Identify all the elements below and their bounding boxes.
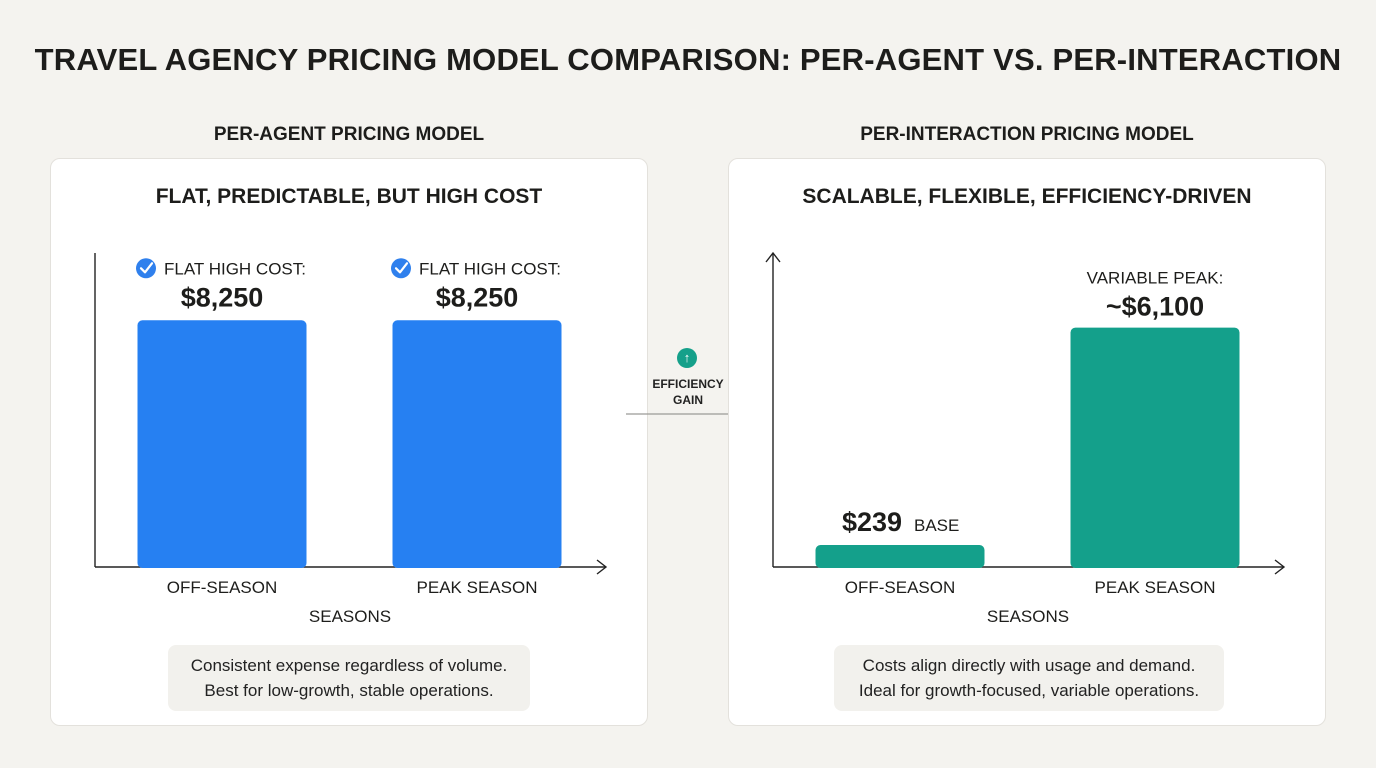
- per-agent-tick-label-2: PEAK SEASON: [417, 578, 538, 597]
- per-agent-panel: FLAT, PREDICTABLE, BUT HIGH COST FLAT HI…: [50, 158, 648, 726]
- per-interaction-x-axis-label: SEASONS: [987, 607, 1069, 626]
- per-interaction-value-label-1: $239: [842, 507, 902, 537]
- per-interaction-bar-1: [815, 545, 985, 568]
- efficiency-gain-line-1: EFFICIENCY: [652, 377, 724, 391]
- per-agent-note: Consistent expense regardless of volume.…: [168, 645, 530, 711]
- per-agent-chart: FLAT HIGH COST: $8,250 OFF-SEASON FLAT HIGH…: [94, 253, 608, 626]
- per-agent-bar-1: [137, 320, 307, 568]
- per-interaction-tick-label-1: OFF-SEASON: [845, 578, 956, 597]
- per-interaction-panel: SCALABLE, FLEXIBLE, EFFICIENCY-DRIVEN $2…: [728, 158, 1326, 726]
- per-interaction-caption-1: BASE: [914, 516, 959, 535]
- per-agent-caption-2: FLAT HIGH COST:: [419, 259, 561, 278]
- y-axis-arrowhead: [765, 251, 781, 263]
- efficiency-gain-line-2: GAIN: [673, 393, 703, 407]
- per-interaction-note-line-1: Costs align directly with usage and dema…: [862, 656, 1196, 675]
- per-interaction-section-label: PER-INTERACTION PRICING MODEL: [860, 124, 1194, 145]
- per-agent-panel-title: FLAT, PREDICTABLE, BUT HIGH COST: [155, 185, 543, 208]
- per-agent-section-label: PER-AGENT PRICING MODEL: [213, 124, 485, 145]
- per-interaction-note-line-2: Ideal for growth-focused, variable opera…: [858, 681, 1200, 700]
- per-agent-note-line-2: Best for low-growth, stable operations.: [204, 681, 494, 700]
- per-agent-x-axis-label: SEASONS: [309, 607, 391, 626]
- per-interaction-note: Costs align directly with usage and dema…: [834, 645, 1224, 711]
- per-interaction-caption-2: VARIABLE PEAK:: [1087, 269, 1224, 288]
- per-agent-value-label-1: $8,250: [181, 282, 264, 312]
- x-axis-arrowhead: [596, 559, 608, 575]
- x-axis-arrowhead: [1274, 559, 1286, 575]
- check-icon: [391, 258, 411, 279]
- check-icon: [136, 258, 156, 279]
- per-agent-caption-1: FLAT HIGH COST:: [164, 259, 306, 278]
- per-agent-bar-2: [392, 320, 562, 568]
- per-interaction-value-label-2: ~$6,100: [1106, 292, 1204, 322]
- arrow-up-circle-icon: ↑: [677, 348, 697, 368]
- per-agent-tick-label-1: OFF-SEASON: [167, 578, 278, 597]
- per-interaction-tick-label-2: PEAK SEASON: [1095, 578, 1216, 597]
- per-interaction-panel-title: SCALABLE, FLEXIBLE, EFFICIENCY-DRIVEN: [802, 185, 1252, 208]
- per-interaction-chart: $239 BASE OFF-SEASON VARIABLE PEAK: ~$6,100 P…: [765, 251, 1286, 626]
- per-interaction-bar-2: [1070, 327, 1240, 568]
- page-title: TRAVEL AGENCY PRICING MODEL COMPARISON: …: [34, 42, 1342, 77]
- efficiency-gain-label: EFFICIENCY GAIN: [620, 376, 756, 408]
- per-agent-note-line-1: Consistent expense regardless of volume.: [190, 656, 508, 675]
- per-agent-value-label-2: $8,250: [436, 282, 519, 312]
